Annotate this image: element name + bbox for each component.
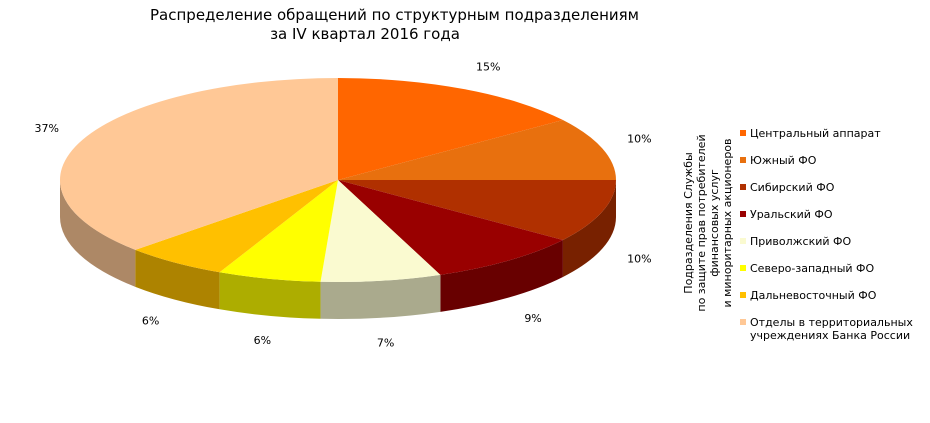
- pie-side-дальневосточный-фо: [135, 249, 220, 310]
- legend-swatch: [740, 157, 746, 163]
- pie-slice-северо-западный-фо: [219, 180, 338, 282]
- legend: Центральный аппарат Южный ФО Сибирский Ф…: [740, 127, 925, 348]
- legend-label: Приволжский ФО: [750, 235, 852, 248]
- legend-item-siberia: Сибирский ФО: [740, 181, 925, 208]
- legend-swatch: [740, 319, 746, 325]
- pie-slice-отделы-в-территориальных-учреждениях-банка-россии: [59, 78, 339, 250]
- pie-label-сибирский-фо: 10%: [627, 252, 651, 265]
- pie-sides: [60, 180, 616, 319]
- side-note-line2: по защите прав потребителей финансовых у…: [695, 134, 721, 312]
- legend-item-northwest: Северо-западный ФО: [740, 262, 925, 289]
- pie-label-отделы-в-территориальных-учреждениях-банка-россии: 37%: [35, 122, 59, 135]
- chart-title: Распределение обращений по структурным п…: [150, 6, 640, 44]
- pie-slice-сибирский-фо: [338, 180, 616, 240]
- chart-title-line1: Распределение обращений по структурным п…: [150, 6, 640, 24]
- pie-labels: 15% 10% 10% 9% 7% 6% 6% 37%: [35, 61, 652, 350]
- legend-swatch: [740, 292, 746, 298]
- pie-label-уральский-фо: 9%: [524, 312, 541, 325]
- pie-slice-уральский-фо: [338, 180, 563, 275]
- pie-side-приволжский-фо: [320, 274, 441, 319]
- pie-label-дальневосточный-фо: 6%: [142, 314, 159, 327]
- pie-slice-центральный-аппарат: [338, 78, 563, 180]
- pie-side-отделы-в-территориальных-учреждениях-банка-россии: [60, 180, 136, 287]
- pie-label-южный-фо: 10%: [627, 133, 651, 146]
- legend-item-central: Центральный аппарат: [740, 127, 925, 154]
- legend-label: Дальневосточный ФО: [750, 289, 877, 302]
- legend-item-volga: Приволжский ФО: [740, 235, 925, 262]
- pie-side-северо-западный-фо: [219, 272, 321, 319]
- legend-swatch: [740, 130, 746, 136]
- pie-label-приволжский-фо: 7%: [377, 336, 394, 349]
- pie-side-сибирский-фо: [562, 180, 616, 277]
- chart-title-line2: за IV квартал 2016 года: [270, 25, 460, 43]
- pie-slice-дальневосточный-фо: [135, 180, 338, 273]
- legend-swatch: [740, 184, 746, 190]
- legend-label: Южный ФО: [750, 154, 817, 167]
- pie-slice-приволжский-фо: [320, 180, 441, 282]
- pie-label-северо-западный-фо: 6%: [254, 334, 271, 347]
- pie-slice-южный-фо: [338, 120, 616, 180]
- legend-label: Северо-западный ФО: [750, 262, 875, 275]
- legend-label: Центральный аппарат: [750, 127, 881, 140]
- legend-swatch: [740, 211, 746, 217]
- legend-item-ural: Уральский ФО: [740, 208, 925, 235]
- legend-item-south: Южный ФО: [740, 154, 925, 181]
- legend-item-fareast: Дальневосточный ФО: [740, 289, 925, 316]
- pie-label-центральный-аппарат: 15%: [476, 61, 500, 74]
- side-note-line3: и миноритарных акционеров: [721, 138, 734, 308]
- legend-label: Уральский ФО: [750, 208, 833, 221]
- legend-label: Сибирский ФО: [750, 181, 835, 194]
- pie-side-уральский-фо: [440, 239, 563, 312]
- side-note: Подразделения Службы по защите прав потр…: [682, 98, 734, 348]
- side-note-line1: Подразделения Службы: [682, 152, 695, 294]
- legend-swatch: [740, 238, 746, 244]
- legend-swatch: [740, 265, 746, 271]
- legend-label: Отделы в территориальных учреждениях Бан…: [750, 316, 913, 342]
- legend-item-territorial: Отделы в территориальных учреждениях Бан…: [740, 316, 925, 348]
- pie-tops: [59, 78, 616, 282]
- side-note-text: Подразделения Службы по защите прав потр…: [682, 98, 734, 348]
